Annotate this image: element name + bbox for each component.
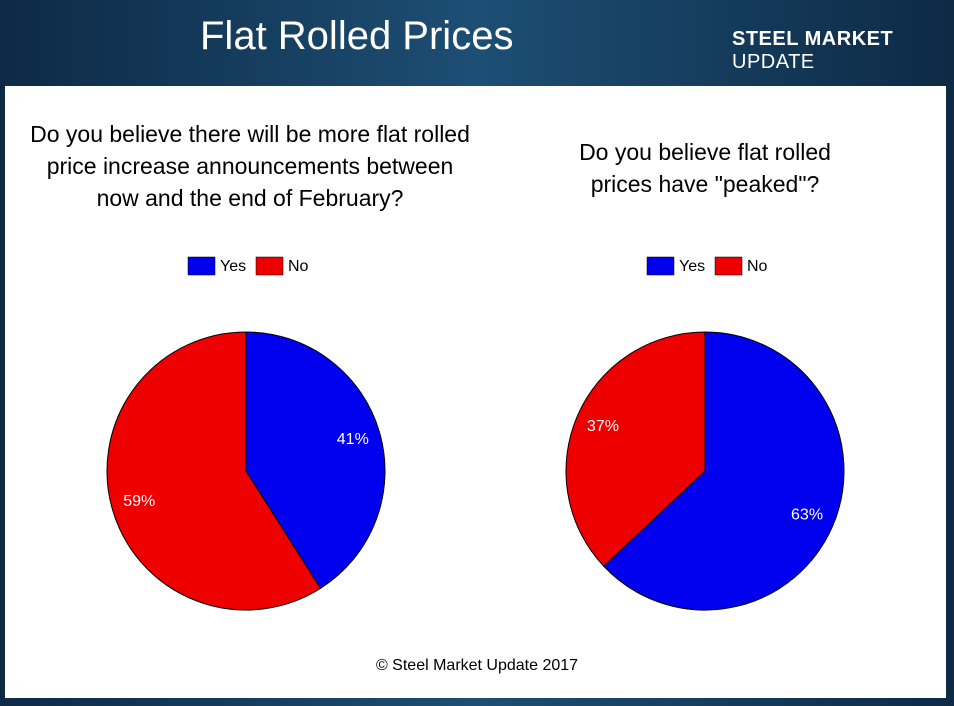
chart-title: Do you believe flat rolled prices have "… <box>579 139 831 197</box>
legend-label: Yes <box>679 258 705 275</box>
logo: STEEL MARKET UPDATE <box>732 28 954 74</box>
data-label: 41% <box>337 431 369 448</box>
legend-label: No <box>288 258 309 275</box>
chart-title: Do you believe there will be more flat r… <box>30 121 470 211</box>
legend-swatch <box>187 256 216 276</box>
data-label: 37% <box>587 418 619 435</box>
legend-label: No <box>747 258 768 275</box>
legend-label: Yes <box>220 258 246 275</box>
data-label: 63% <box>791 506 823 523</box>
slide-title: Flat Rolled Prices <box>200 14 514 58</box>
legend-swatch <box>255 256 284 276</box>
logo-light: UPDATE <box>732 51 815 73</box>
pie-slice <box>245 331 386 590</box>
data-label: 59% <box>123 493 155 510</box>
pie-slice <box>565 331 706 567</box>
logo-bold: STEEL MARKET <box>732 28 894 50</box>
legend-swatch <box>646 256 675 276</box>
pie-slice <box>602 331 845 611</box>
legend-swatch <box>714 256 743 276</box>
footer: © Steel Market Update 2017 <box>375 657 579 674</box>
pie-slice <box>106 331 322 611</box>
